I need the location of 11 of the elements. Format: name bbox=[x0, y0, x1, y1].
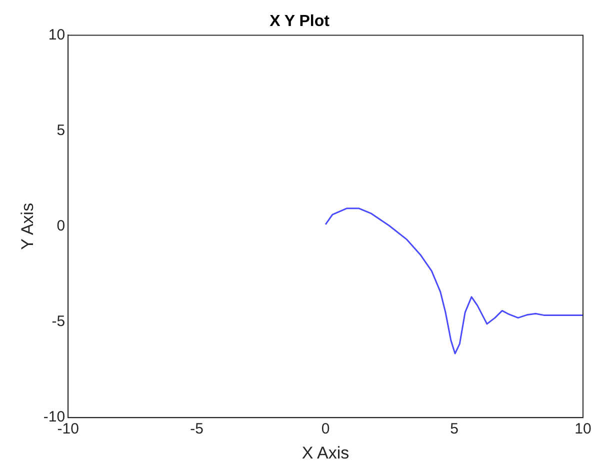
x-axis-title: X Axis bbox=[302, 443, 350, 462]
x-tick-label: -5 bbox=[190, 420, 204, 438]
y-tick-label: -5 bbox=[52, 313, 66, 330]
chart-title: X Y Plot bbox=[270, 13, 330, 30]
y-tick-label: 0 bbox=[56, 218, 66, 235]
x-tick-label: 0 bbox=[321, 420, 330, 438]
y-axis-title: Y Axis bbox=[18, 202, 37, 250]
y-tick-label: 5 bbox=[56, 122, 66, 139]
x-tick-label: 5 bbox=[450, 420, 458, 438]
y-tick-label: 10 bbox=[48, 26, 66, 44]
x-tick-label: 10 bbox=[574, 420, 592, 438]
